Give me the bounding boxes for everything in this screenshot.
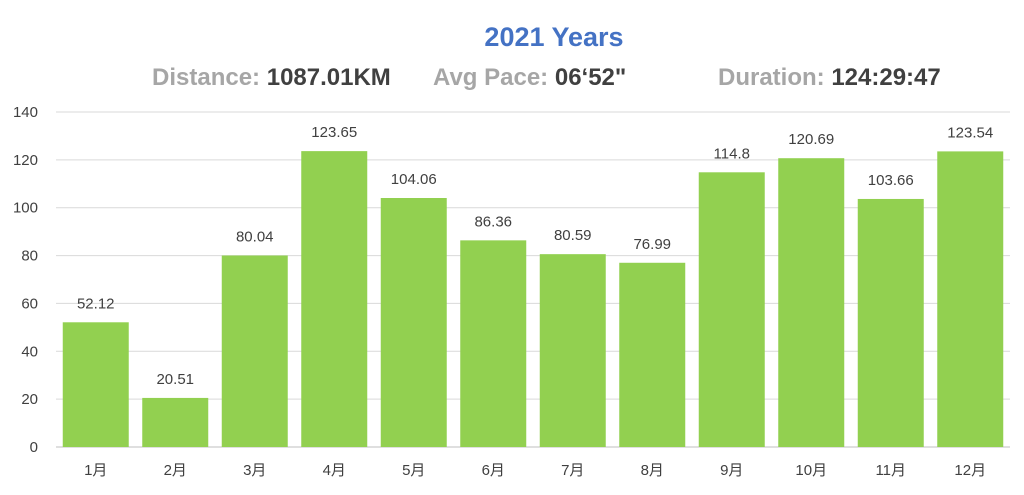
y-tick-label: 20 bbox=[21, 391, 38, 408]
y-tick-label: 80 bbox=[21, 248, 38, 265]
stat-distance-value: 1087.01KM bbox=[266, 64, 391, 91]
y-tick-label: 40 bbox=[21, 343, 38, 360]
y-axis-ticks: 0 20 40 60 80 100 120 140 bbox=[13, 104, 38, 456]
bar bbox=[857, 198, 924, 447]
data-label: 80.04 bbox=[236, 228, 274, 245]
stat-duration-label: Duration: bbox=[718, 64, 825, 91]
y-tick-label: 100 bbox=[13, 200, 38, 217]
data-label: 114.8 bbox=[714, 145, 750, 162]
data-label: 20.51 bbox=[156, 371, 194, 388]
y-tick-label: 140 bbox=[13, 104, 38, 121]
x-axis-ticks: 1月 2月 3月 4月 5月 6月 7月 8月 9月 10月 11月 12月 bbox=[84, 462, 986, 479]
chart-title: 2021 Years bbox=[484, 22, 624, 52]
x-tick-label: 2月 bbox=[164, 462, 187, 479]
stat-avg-pace-label: Avg Pace: bbox=[433, 64, 549, 91]
stat-distance-label: Distance: bbox=[152, 64, 261, 91]
stat-avg-pace: Avg Pace: 06‘52" bbox=[433, 64, 626, 92]
y-tick-label: 0 bbox=[30, 439, 38, 456]
bar bbox=[619, 262, 686, 447]
data-label: 104.06 bbox=[391, 171, 437, 188]
bar bbox=[221, 255, 288, 447]
data-labels: 52.12 20.51 80.04 123.65 104.06 86.36 80.59 76.… bbox=[77, 124, 993, 388]
data-label: 120.69 bbox=[788, 131, 834, 148]
data-label: 123.65 bbox=[311, 124, 357, 141]
bar bbox=[539, 254, 606, 447]
x-tick-label: 11月 bbox=[875, 462, 906, 479]
data-label: 52.12 bbox=[77, 295, 115, 312]
x-tick-label: 3月 bbox=[243, 462, 266, 479]
stat-duration: Duration: 124:29:47 bbox=[718, 64, 941, 92]
x-tick-label: 6月 bbox=[482, 462, 505, 479]
x-tick-label: 8月 bbox=[641, 462, 664, 479]
bar bbox=[778, 158, 845, 448]
data-label: 123.54 bbox=[947, 124, 993, 141]
stat-avg-pace-value: 06‘52" bbox=[554, 64, 627, 91]
bars bbox=[62, 151, 1004, 448]
bar bbox=[380, 197, 447, 447]
bar bbox=[301, 151, 368, 447]
y-tick-label: 60 bbox=[21, 295, 38, 312]
stat-distance: Distance: 1087.01KM bbox=[152, 64, 391, 92]
bar bbox=[460, 240, 527, 447]
x-tick-label: 9月 bbox=[720, 462, 743, 479]
data-label: 103.66 bbox=[868, 172, 914, 189]
y-tick-label: 120 bbox=[13, 152, 38, 169]
x-tick-label: 4月 bbox=[323, 462, 346, 479]
bar bbox=[698, 172, 765, 448]
data-label: 86.36 bbox=[474, 213, 512, 230]
x-tick-label: 1月 bbox=[84, 462, 107, 479]
x-tick-label: 10月 bbox=[795, 462, 827, 479]
x-tick-label: 5月 bbox=[402, 462, 425, 479]
x-tick-label: 12月 bbox=[954, 462, 986, 479]
data-label: 80.59 bbox=[554, 227, 592, 244]
gridlines bbox=[56, 111, 1010, 448]
bar bbox=[62, 322, 129, 447]
stat-duration-value: 124:29:47 bbox=[831, 64, 941, 91]
x-tick-label: 7月 bbox=[561, 462, 584, 479]
bar bbox=[937, 151, 1004, 448]
data-label: 76.99 bbox=[633, 236, 671, 253]
bar bbox=[142, 397, 209, 447]
